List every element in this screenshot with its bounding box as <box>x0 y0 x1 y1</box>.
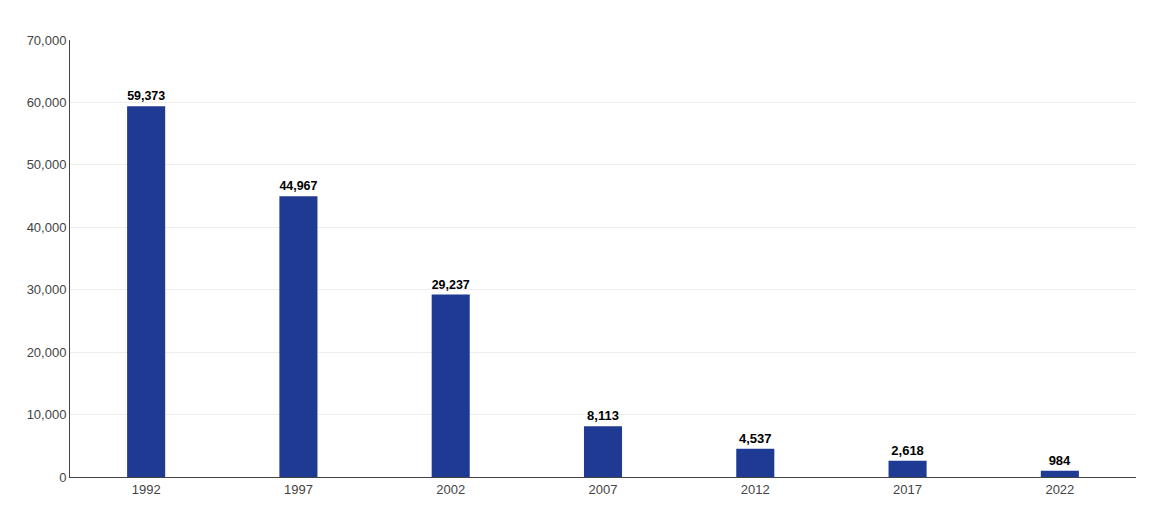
svg-text:59,373: 59,373 <box>127 89 165 103</box>
svg-text:2017: 2017 <box>893 482 922 497</box>
svg-text:8,113: 8,113 <box>587 408 619 423</box>
svg-text:1997: 1997 <box>284 482 313 497</box>
svg-text:10,000: 10,000 <box>27 407 67 422</box>
svg-text:2,618: 2,618 <box>891 443 924 458</box>
svg-text:30,000: 30,000 <box>27 282 67 297</box>
svg-text:50,000: 50,000 <box>27 157 67 172</box>
svg-text:40,000: 40,000 <box>27 220 67 235</box>
svg-text:2007: 2007 <box>589 482 618 497</box>
svg-text:1992: 1992 <box>132 482 161 497</box>
svg-text:984: 984 <box>1049 453 1071 468</box>
svg-text:0: 0 <box>59 470 66 485</box>
svg-text:4,537: 4,537 <box>739 431 772 446</box>
svg-text:2012: 2012 <box>741 482 770 497</box>
svg-text:2022: 2022 <box>1045 482 1074 497</box>
svg-text:2002: 2002 <box>436 482 465 497</box>
svg-text:29,237: 29,237 <box>432 278 470 292</box>
svg-text:70,000: 70,000 <box>27 33 67 48</box>
svg-text:20,000: 20,000 <box>27 345 67 360</box>
svg-text:60,000: 60,000 <box>27 95 67 110</box>
svg-text:44,967: 44,967 <box>279 179 317 193</box>
